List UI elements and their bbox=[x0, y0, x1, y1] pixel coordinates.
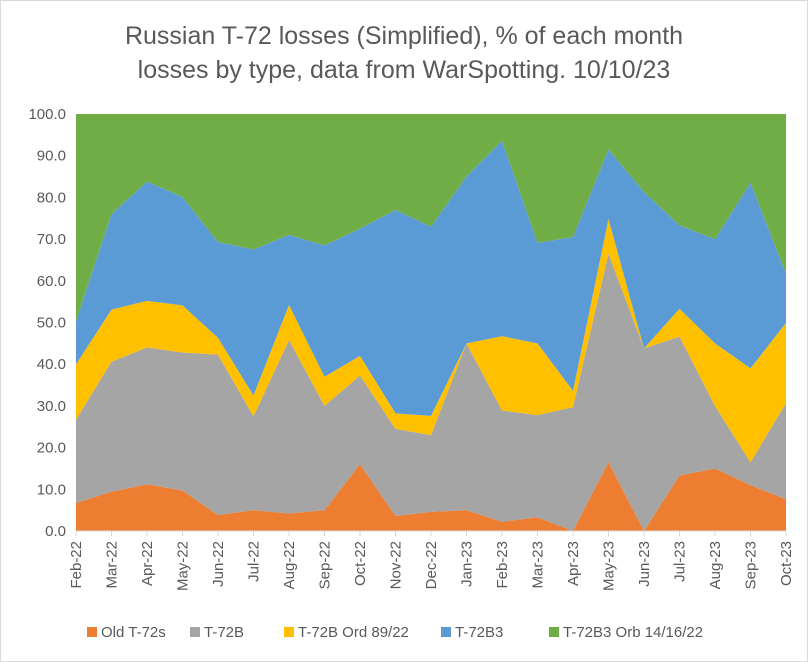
area-series-1 bbox=[76, 462, 786, 531]
y-tick-label: 90.0 bbox=[37, 148, 66, 165]
legend-swatch bbox=[87, 627, 97, 637]
y-tick-label: 70.0 bbox=[37, 231, 66, 248]
area-series-5 bbox=[76, 114, 786, 322]
y-tick-label: 40.0 bbox=[37, 356, 66, 373]
legend-swatch bbox=[549, 627, 559, 637]
chart-title: Russian T-72 losses (Simplified), % of e… bbox=[1, 19, 807, 87]
x-tick-label: Feb-23 bbox=[494, 541, 511, 589]
legend-swatch bbox=[441, 627, 451, 637]
area-series-2 bbox=[76, 253, 786, 531]
x-tick-label: Mar-22 bbox=[104, 541, 121, 589]
x-tick-label: Sep-23 bbox=[743, 541, 760, 589]
y-tick-label: 0.0 bbox=[45, 523, 66, 540]
legend-label: T-72B3 Orb 14/16/22 bbox=[563, 624, 703, 641]
x-tick-label: May-22 bbox=[175, 541, 192, 591]
y-tick-label: 50.0 bbox=[37, 315, 66, 332]
y-tick-label: 60.0 bbox=[37, 273, 66, 290]
x-tick-label: May-23 bbox=[601, 541, 618, 591]
x-tick-label: Nov-22 bbox=[388, 541, 405, 589]
x-tick-label: Jul-23 bbox=[672, 541, 689, 582]
x-tick-label: Sep-22 bbox=[317, 541, 334, 589]
y-tick-label: 100.0 bbox=[28, 106, 66, 123]
x-tick-label: Apr-22 bbox=[139, 541, 156, 586]
x-tick-label: Jun-22 bbox=[210, 541, 227, 587]
x-tick-label: Apr-23 bbox=[565, 541, 582, 586]
y-tick-label: 30.0 bbox=[37, 398, 66, 415]
x-tick-label: Dec-22 bbox=[423, 541, 440, 589]
legend-swatch bbox=[190, 627, 200, 637]
x-tick-label: Feb-22 bbox=[68, 541, 85, 589]
area-series-3 bbox=[76, 219, 786, 463]
y-tick-label: 80.0 bbox=[37, 189, 66, 206]
x-tick-label: Oct-23 bbox=[778, 541, 795, 586]
x-tick-label: Aug-22 bbox=[281, 541, 298, 589]
legend-label: Old T-72s bbox=[101, 624, 166, 641]
chart-title-line-2: losses by type, data from WarSpotting. 1… bbox=[137, 56, 671, 84]
legend-swatch bbox=[284, 627, 294, 637]
x-tick-label: Oct-22 bbox=[352, 541, 369, 586]
x-tick-label: Jan-23 bbox=[459, 541, 476, 587]
chart-title-line-1: Russian T-72 losses (Simplified), % of e… bbox=[124, 22, 684, 50]
legend-label: T-72B bbox=[204, 624, 244, 641]
x-tick-label: Jun-23 bbox=[636, 541, 653, 587]
area-series-4 bbox=[76, 140, 786, 416]
y-tick-label: 20.0 bbox=[37, 440, 66, 457]
x-tick-label: Mar-23 bbox=[530, 541, 547, 589]
legend-label: T-72B Ord 89/22 bbox=[298, 624, 409, 641]
x-tick-label: Aug-23 bbox=[707, 541, 724, 589]
x-tick-label: Jul-22 bbox=[246, 541, 263, 582]
y-tick-label: 10.0 bbox=[37, 481, 66, 498]
legend-label: T-72B3 bbox=[455, 624, 503, 641]
